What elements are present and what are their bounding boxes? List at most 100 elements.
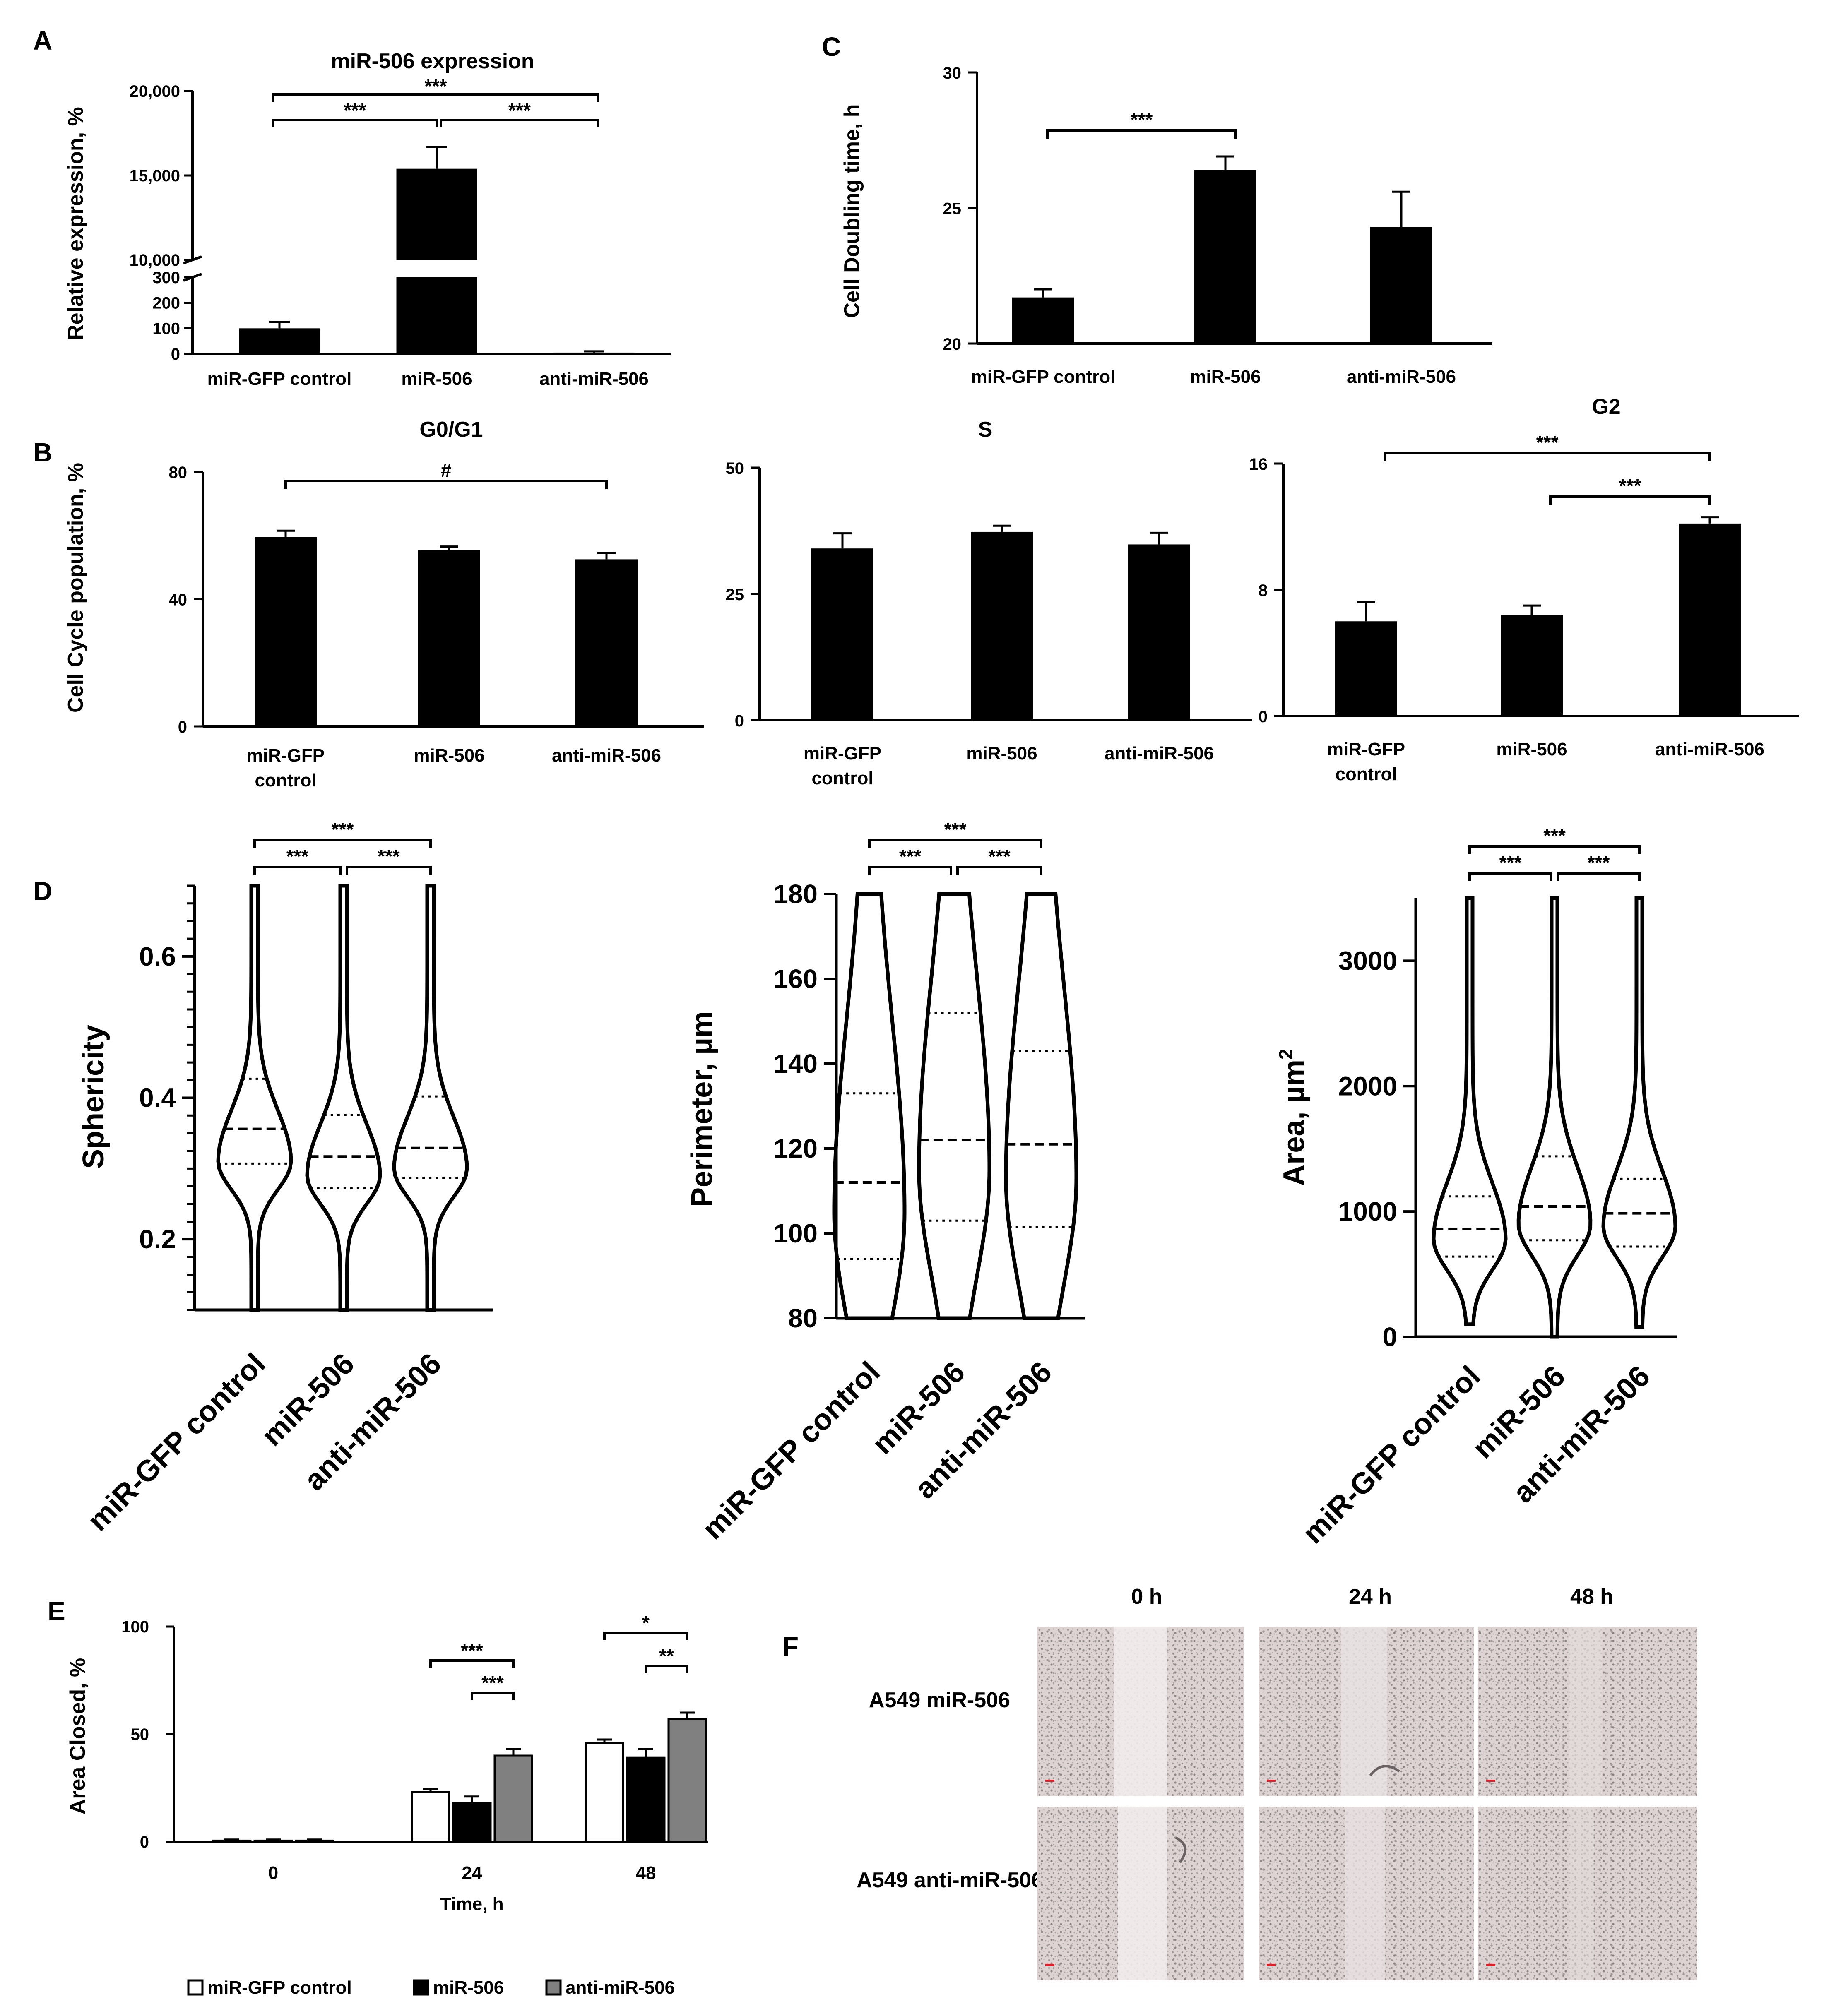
bar-2 [575,559,638,726]
legend-swatch-0 [187,1979,204,1996]
x-tick-label-line: control [255,770,316,791]
sig-0-bracket [1046,129,1237,139]
sig-1-2-label: *** [1588,852,1610,873]
panel-label-f: F [782,1632,799,1661]
x-tick-label-line: miR-GFP [804,743,881,764]
bar-s1-c0 [253,1839,293,1843]
bar-s2-c1 [493,1754,533,1843]
x-tick-label: miR-GFP control [247,745,325,791]
sig-0-bracket [284,480,608,489]
sig-0-1-bracket [1468,872,1552,881]
bar-s0-c0 [212,1839,252,1843]
x-tick-label: anti-miR-506 [552,745,661,766]
y-tick-label: 180 [773,879,818,909]
micrograph-anti-mir506-48h [1478,1807,1697,1980]
sig-0-2-bracket [272,93,599,102]
bar-1-upper [396,168,477,260]
panel-label-c: C [822,32,841,62]
sig-1-2-bracket [1557,872,1641,881]
chart-d-perimeter: Perimeter, µm 80 100 120 140 160 180 miR-GFP co… [686,819,1085,1546]
x-tick-label: miR-506 [414,745,484,766]
x-tick-label: miR-506 [966,743,1037,764]
violin-0 [1432,896,1508,1326]
row-label-anti-mir506: A549 anti-miR-506 [857,1868,1043,1892]
row-label-mir506: A549 miR-506 [869,1688,1010,1712]
violin-2 [1004,892,1078,1320]
bar-0 [1012,297,1074,344]
sig-1-2-label: *** [508,99,531,121]
x-tick-label-line: miR-GFP [1327,739,1405,759]
sig-0-1-label: *** [1499,852,1522,873]
sig-0-label: # [441,459,452,481]
x-tick-label: miR-GFP control [81,1347,272,1538]
y-tick-label: 16 [1249,455,1268,473]
chart-title: G0/G1 [419,418,483,442]
sig-48-a-label: * [642,1612,650,1634]
x-tick-label: miR-GFP control [207,369,352,389]
violin-1 [917,892,991,1320]
bar-0 [255,537,317,726]
violin-1 [1516,896,1593,1339]
chart-c-doubling-time: Cell Doubling time, h 20 25 30 miR-GFP contr… [840,64,1492,387]
chart-b-g2: G2 0 8 16 miR-GFP control miR-506 anti-miR-506 *… [1249,395,1799,784]
sig-0-label: *** [1131,109,1153,130]
y-tick-label: 20,000 [130,82,180,101]
x-tick-label: 24 [462,1863,482,1883]
sig-1-2-label: *** [378,846,400,867]
x-tick-label: 0 [268,1863,278,1883]
micrograph-mir506-0h [1037,1627,1244,1796]
panel-label-b: B [33,437,52,467]
bar-0 [811,548,873,720]
legend-swatch-2 [545,1979,562,1996]
y-tick-label: 80 [788,1303,818,1333]
chart-b-s: S 0 25 50 miR-GFP control miR-506 anti-miR-506 [726,418,1252,788]
y-tick-label: 50 [131,1725,149,1744]
y-tick-label: 100 [773,1218,818,1248]
bar-2 [1370,227,1432,344]
col-label-24h: 24 h [1349,1585,1392,1609]
x-tick-label: miR-506 [1190,367,1261,387]
sig-0-2-label: *** [332,819,354,840]
y-tick-label: 100 [121,1618,149,1636]
sig-1-label: *** [1619,475,1641,497]
y-axis-label: Relative expression, % [64,107,88,340]
y-tick-label: 2000 [1338,1071,1397,1101]
x-tick-label: anti-miR-506 [1347,367,1456,387]
legend-label-1: miR-506 [433,1978,504,1998]
y-tick-label: 160 [773,964,818,994]
bar-s0-c2 [585,1742,624,1843]
violin-1 [305,884,382,1312]
x-tick-label: miR-GFP control [804,743,881,788]
x-tick-label: miR-GFP control [971,367,1116,387]
y-axis-label: Cell Cycle population, % [64,463,88,713]
panel-label-a: A [33,26,52,55]
panel-label-e: E [48,1596,65,1626]
bar-1 [418,550,480,726]
x-tick-label: anti-miR-506 [1105,743,1214,764]
sig-0-label: *** [1536,432,1559,453]
bar-s1-c1 [452,1802,492,1843]
sig-0-1-label: *** [899,846,922,867]
col-label-0h: 0 h [1131,1585,1162,1609]
sig-1-2-bracket [440,119,599,127]
x-tick-label: miR-506 [1496,739,1567,759]
y-tick-label: 10,000 [130,251,180,269]
y-tick-label: 25 [943,200,962,218]
y-tick-label: 30 [943,64,962,82]
sig-1-2-label: *** [988,846,1011,867]
x-tick-label: miR-506 [401,369,472,389]
sig-1-2-bracket [956,866,1042,875]
sig-24-b-bracket [471,1692,515,1700]
legend-swatch-1 [413,1979,429,1996]
violin-2 [392,884,469,1312]
x-tick-label-line: control [811,768,873,788]
micrograph-anti-mir506-0h [1037,1807,1244,1980]
x-tick-label: miR-GFP control [696,1355,886,1546]
micrograph-mir506-24h [1259,1627,1474,1796]
bar-1 [1194,170,1256,344]
chart-title: G2 [1592,395,1620,419]
sig-0-2-label: *** [1543,825,1566,846]
